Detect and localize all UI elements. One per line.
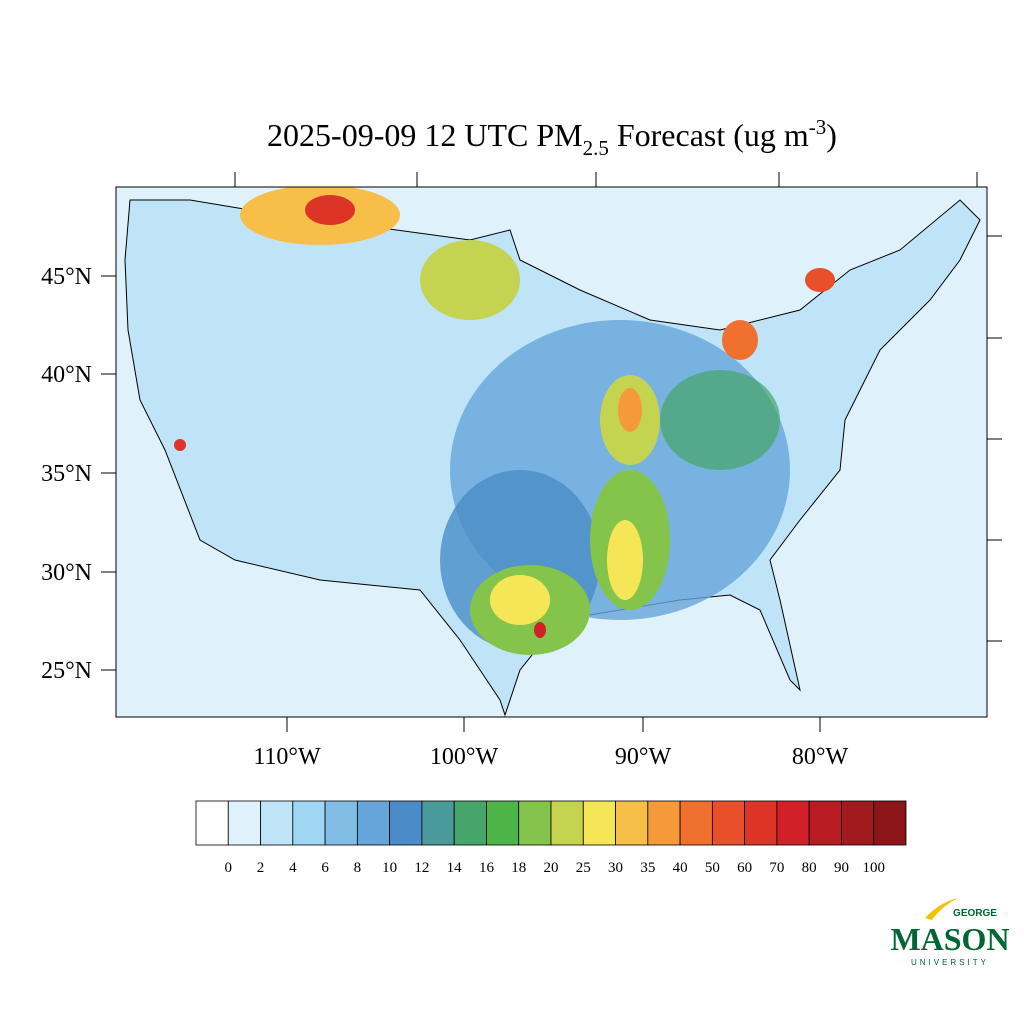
- colorbar-label: 16: [479, 860, 495, 876]
- color-box: [841, 800, 875, 846]
- colorbar-label: 4: [289, 860, 297, 876]
- colorbar-label: 14: [447, 860, 463, 876]
- logo: GEORGE MASON UNIVERSITY: [890, 898, 1010, 967]
- color-box: [615, 800, 649, 846]
- color-box: [260, 800, 294, 846]
- map: [101, 172, 1002, 732]
- colorbar-label: 25: [576, 860, 591, 876]
- color-box: [711, 800, 746, 846]
- axis-labels: 45°N 40°N 35°N 30°N 25°N 110°W 100°W 90°W 80°W: [41, 264, 848, 770]
- title: 2025-09-09 12 UTC PM2.5 Forecast (ug m-3…: [267, 115, 837, 160]
- longitude-label: 100°W: [430, 744, 499, 770]
- colorbar-label: 10: [382, 860, 397, 876]
- latitude-label: 25°N: [41, 658, 92, 684]
- colorbar: 0 2 4 6 8 10 12 14 16 18 20 25 30 35 40 50 60 70 80 90 100: [195, 800, 907, 876]
- latitude-label: 45°N: [41, 264, 92, 290]
- color-box: [647, 800, 681, 846]
- colorbar-label: 18: [511, 860, 526, 876]
- color-box: [873, 800, 907, 846]
- colorbar-label: 80: [802, 860, 817, 876]
- color-box: [389, 800, 423, 846]
- title-end: ): [826, 117, 837, 153]
- colorbar-label: 12: [414, 860, 429, 876]
- color-box: [292, 800, 326, 846]
- color-box: [582, 800, 616, 846]
- color-box: [195, 800, 229, 846]
- colorbar-label: 70: [769, 860, 784, 876]
- colorbar-label: 50: [705, 860, 720, 876]
- longitude-label: 90°W: [615, 744, 672, 770]
- color-box: [518, 800, 552, 846]
- latitude-label: 30°N: [41, 560, 92, 586]
- color-box: [744, 800, 778, 846]
- logo-top: GEORGE: [953, 908, 997, 919]
- color-box: [550, 800, 584, 846]
- longitude-label: 80°W: [792, 744, 849, 770]
- color-box: [679, 800, 713, 846]
- latitude-label: 40°N: [41, 362, 92, 388]
- colorbar-label: 30: [608, 860, 623, 876]
- color-box: [227, 800, 261, 846]
- colorbar-label: 60: [737, 860, 752, 876]
- colorbar-label: 20: [544, 860, 559, 876]
- colorbar-label: 8: [354, 860, 362, 876]
- latitude-label: 35°N: [41, 461, 92, 487]
- color-box: [808, 800, 842, 846]
- title-middle: Forecast (ug m: [609, 117, 809, 153]
- color-box: [453, 800, 487, 846]
- colorbar-label: 100: [862, 860, 885, 876]
- logo-bottom: UNIVERSITY: [911, 958, 989, 967]
- title-superscript: -3: [809, 115, 827, 139]
- colorbar-label: 2: [257, 860, 265, 876]
- color-box: [421, 800, 455, 846]
- title-subscript: 2.5: [583, 136, 609, 160]
- colorbar-label: 6: [321, 860, 329, 876]
- color-box: [356, 800, 391, 846]
- color-box: [486, 800, 520, 846]
- colorbar-label: 0: [225, 860, 233, 876]
- color-box: [776, 800, 810, 846]
- colorbar-label: 35: [640, 860, 655, 876]
- color-box: [324, 800, 358, 846]
- title-main: 2025-09-09 12 UTC PM: [267, 117, 583, 153]
- colorbar-label: 40: [673, 860, 688, 876]
- colorbar-label: 90: [834, 860, 849, 876]
- longitude-label: 110°W: [253, 744, 321, 770]
- logo-main: MASON: [890, 921, 1009, 957]
